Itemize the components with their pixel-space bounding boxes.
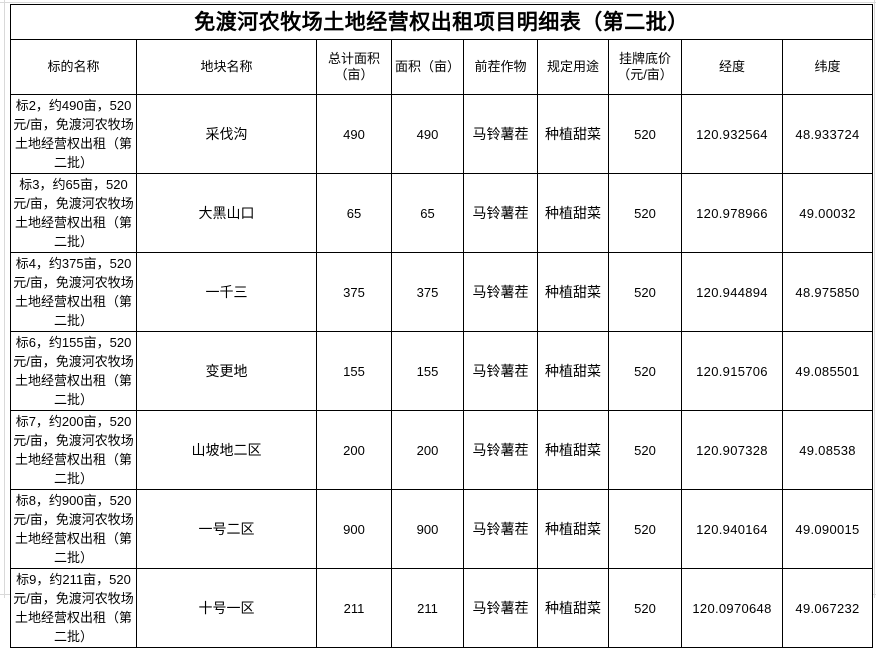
cell-listing-price: 520 [608,489,682,569]
ghost-gridline-top [0,2,876,3]
cell-subject-name: 标2，约490亩，520元/亩，免渡河农牧场土地经营权出租（第二批） [10,94,137,174]
cell-plot-name: 山坡地二区 [136,410,317,490]
cell-longitude: 120.978966 [681,173,783,253]
cell-designated-use: 种植甜菜 [537,489,609,569]
cell-previous-crop: 马铃薯茬 [463,568,538,648]
cell-plot-name: 大黑山口 [136,173,317,253]
table-row: 标9，约211亩，520元/亩，免渡河农牧场土地经营权出租（第二批） 十号一区 21… [10,568,873,648]
ghost-gridline-left [4,0,5,598]
cell-designated-use: 种植甜菜 [537,568,609,648]
cell-total-area: 65 [316,173,392,253]
column-header-row: 标的名称 地块名称 总计面积（亩） 面积（亩） 前茬作物 规定用途 挂牌底价（元… [10,39,873,95]
cell-area: 375 [391,252,464,332]
cell-listing-price: 520 [608,173,682,253]
cell-listing-price: 520 [608,410,682,490]
cell-designated-use: 种植甜菜 [537,331,609,411]
column-header-plot-name: 地块名称 [136,39,317,95]
column-header-listing-price: 挂牌底价（元/亩） [608,39,682,95]
cell-area: 490 [391,94,464,174]
cell-latitude: 49.08538 [782,410,873,490]
table-row: 标8，约900亩，520元/亩，免渡河农牧场土地经营权出租（第二批） 一号二区 90… [10,489,873,569]
cell-latitude: 49.085501 [782,331,873,411]
cell-latitude: 48.933724 [782,94,873,174]
table-row: 标3，约65亩，520元/亩，免渡河农牧场土地经营权出租（第二批） 大黑山口 65 6… [10,173,873,253]
table-row: 标4，约375亩，520元/亩，免渡河农牧场土地经营权出租（第二批） 一千三 375… [10,252,873,332]
cell-plot-name: 变更地 [136,331,317,411]
page-title: 免渡河农牧场土地经营权出租项目明细表（第二批） [10,4,873,40]
cell-subject-name: 标4，约375亩，520元/亩，免渡河农牧场土地经营权出租（第二批） [10,252,137,332]
cell-plot-name: 一号二区 [136,489,317,569]
title-row: 免渡河农牧场土地经营权出租项目明细表（第二批） [10,4,873,40]
cell-previous-crop: 马铃薯茬 [463,489,538,569]
cell-area: 200 [391,410,464,490]
cell-longitude: 120.0970648 [681,568,783,648]
land-lease-detail-table: 免渡河农牧场土地经营权出租项目明细表（第二批） 标的名称 地块名称 总计面积（亩… [10,4,873,648]
cell-longitude: 120.940164 [681,489,783,569]
table-body: 标2，约490亩，520元/亩，免渡河农牧场土地经营权出租（第二批） 采伐沟 490… [10,94,873,648]
ghost-gridline-right [874,0,875,598]
cell-area: 211 [391,568,464,648]
cell-longitude: 120.932564 [681,94,783,174]
cell-latitude: 49.00032 [782,173,873,253]
cell-plot-name: 采伐沟 [136,94,317,174]
cell-plot-name: 十号一区 [136,568,317,648]
cell-longitude: 120.915706 [681,331,783,411]
cell-longitude: 120.944894 [681,252,783,332]
cell-total-area: 900 [316,489,392,569]
cell-listing-price: 520 [608,94,682,174]
cell-subject-name: 标8，约900亩，520元/亩，免渡河农牧场土地经营权出租（第二批） [10,489,137,569]
table-header: 免渡河农牧场土地经营权出租项目明细表（第二批） 标的名称 地块名称 总计面积（亩… [10,4,873,95]
cell-designated-use: 种植甜菜 [537,94,609,174]
cell-listing-price: 520 [608,568,682,648]
cell-subject-name: 标6，约155亩，520元/亩，免渡河农牧场土地经营权出租（第二批） [10,331,137,411]
cell-listing-price: 520 [608,331,682,411]
cell-designated-use: 种植甜菜 [537,252,609,332]
column-header-latitude: 纬度 [782,39,873,95]
cell-area: 65 [391,173,464,253]
table-row: 标2，约490亩，520元/亩，免渡河农牧场土地经营权出租（第二批） 采伐沟 490… [10,94,873,174]
cell-area: 900 [391,489,464,569]
cell-total-area: 200 [316,410,392,490]
cell-total-area: 375 [316,252,392,332]
column-header-total-area: 总计面积（亩） [316,39,392,95]
cell-longitude: 120.907328 [681,410,783,490]
cell-total-area: 155 [316,331,392,411]
cell-subject-name: 标9，约211亩，520元/亩，免渡河农牧场土地经营权出租（第二批） [10,568,137,648]
cell-previous-crop: 马铃薯茬 [463,252,538,332]
cell-designated-use: 种植甜菜 [537,173,609,253]
cell-latitude: 49.090015 [782,489,873,569]
column-header-designated-use: 规定用途 [537,39,609,95]
cell-subject-name: 标3，约65亩，520元/亩，免渡河农牧场土地经营权出租（第二批） [10,173,137,253]
cell-latitude: 49.067232 [782,568,873,648]
cell-previous-crop: 马铃薯茬 [463,410,538,490]
column-header-area: 面积（亩） [391,39,464,95]
cell-subject-name: 标7，约200亩，520元/亩，免渡河农牧场土地经营权出租（第二批） [10,410,137,490]
cell-area: 155 [391,331,464,411]
column-header-longitude: 经度 [681,39,783,95]
cell-plot-name: 一千三 [136,252,317,332]
table-row: 标6，约155亩，520元/亩，免渡河农牧场土地经营权出租（第二批） 变更地 155… [10,331,873,411]
cell-total-area: 211 [316,568,392,648]
column-header-subject-name: 标的名称 [10,39,137,95]
cell-previous-crop: 马铃薯茬 [463,331,538,411]
cell-designated-use: 种植甜菜 [537,410,609,490]
table-row: 标7，约200亩，520元/亩，免渡河农牧场土地经营权出租（第二批） 山坡地二区 2… [10,410,873,490]
cell-total-area: 490 [316,94,392,174]
cell-previous-crop: 马铃薯茬 [463,173,538,253]
column-header-previous-crop: 前茬作物 [463,39,538,95]
cell-listing-price: 520 [608,252,682,332]
cell-latitude: 48.975850 [782,252,873,332]
cell-previous-crop: 马铃薯茬 [463,94,538,174]
